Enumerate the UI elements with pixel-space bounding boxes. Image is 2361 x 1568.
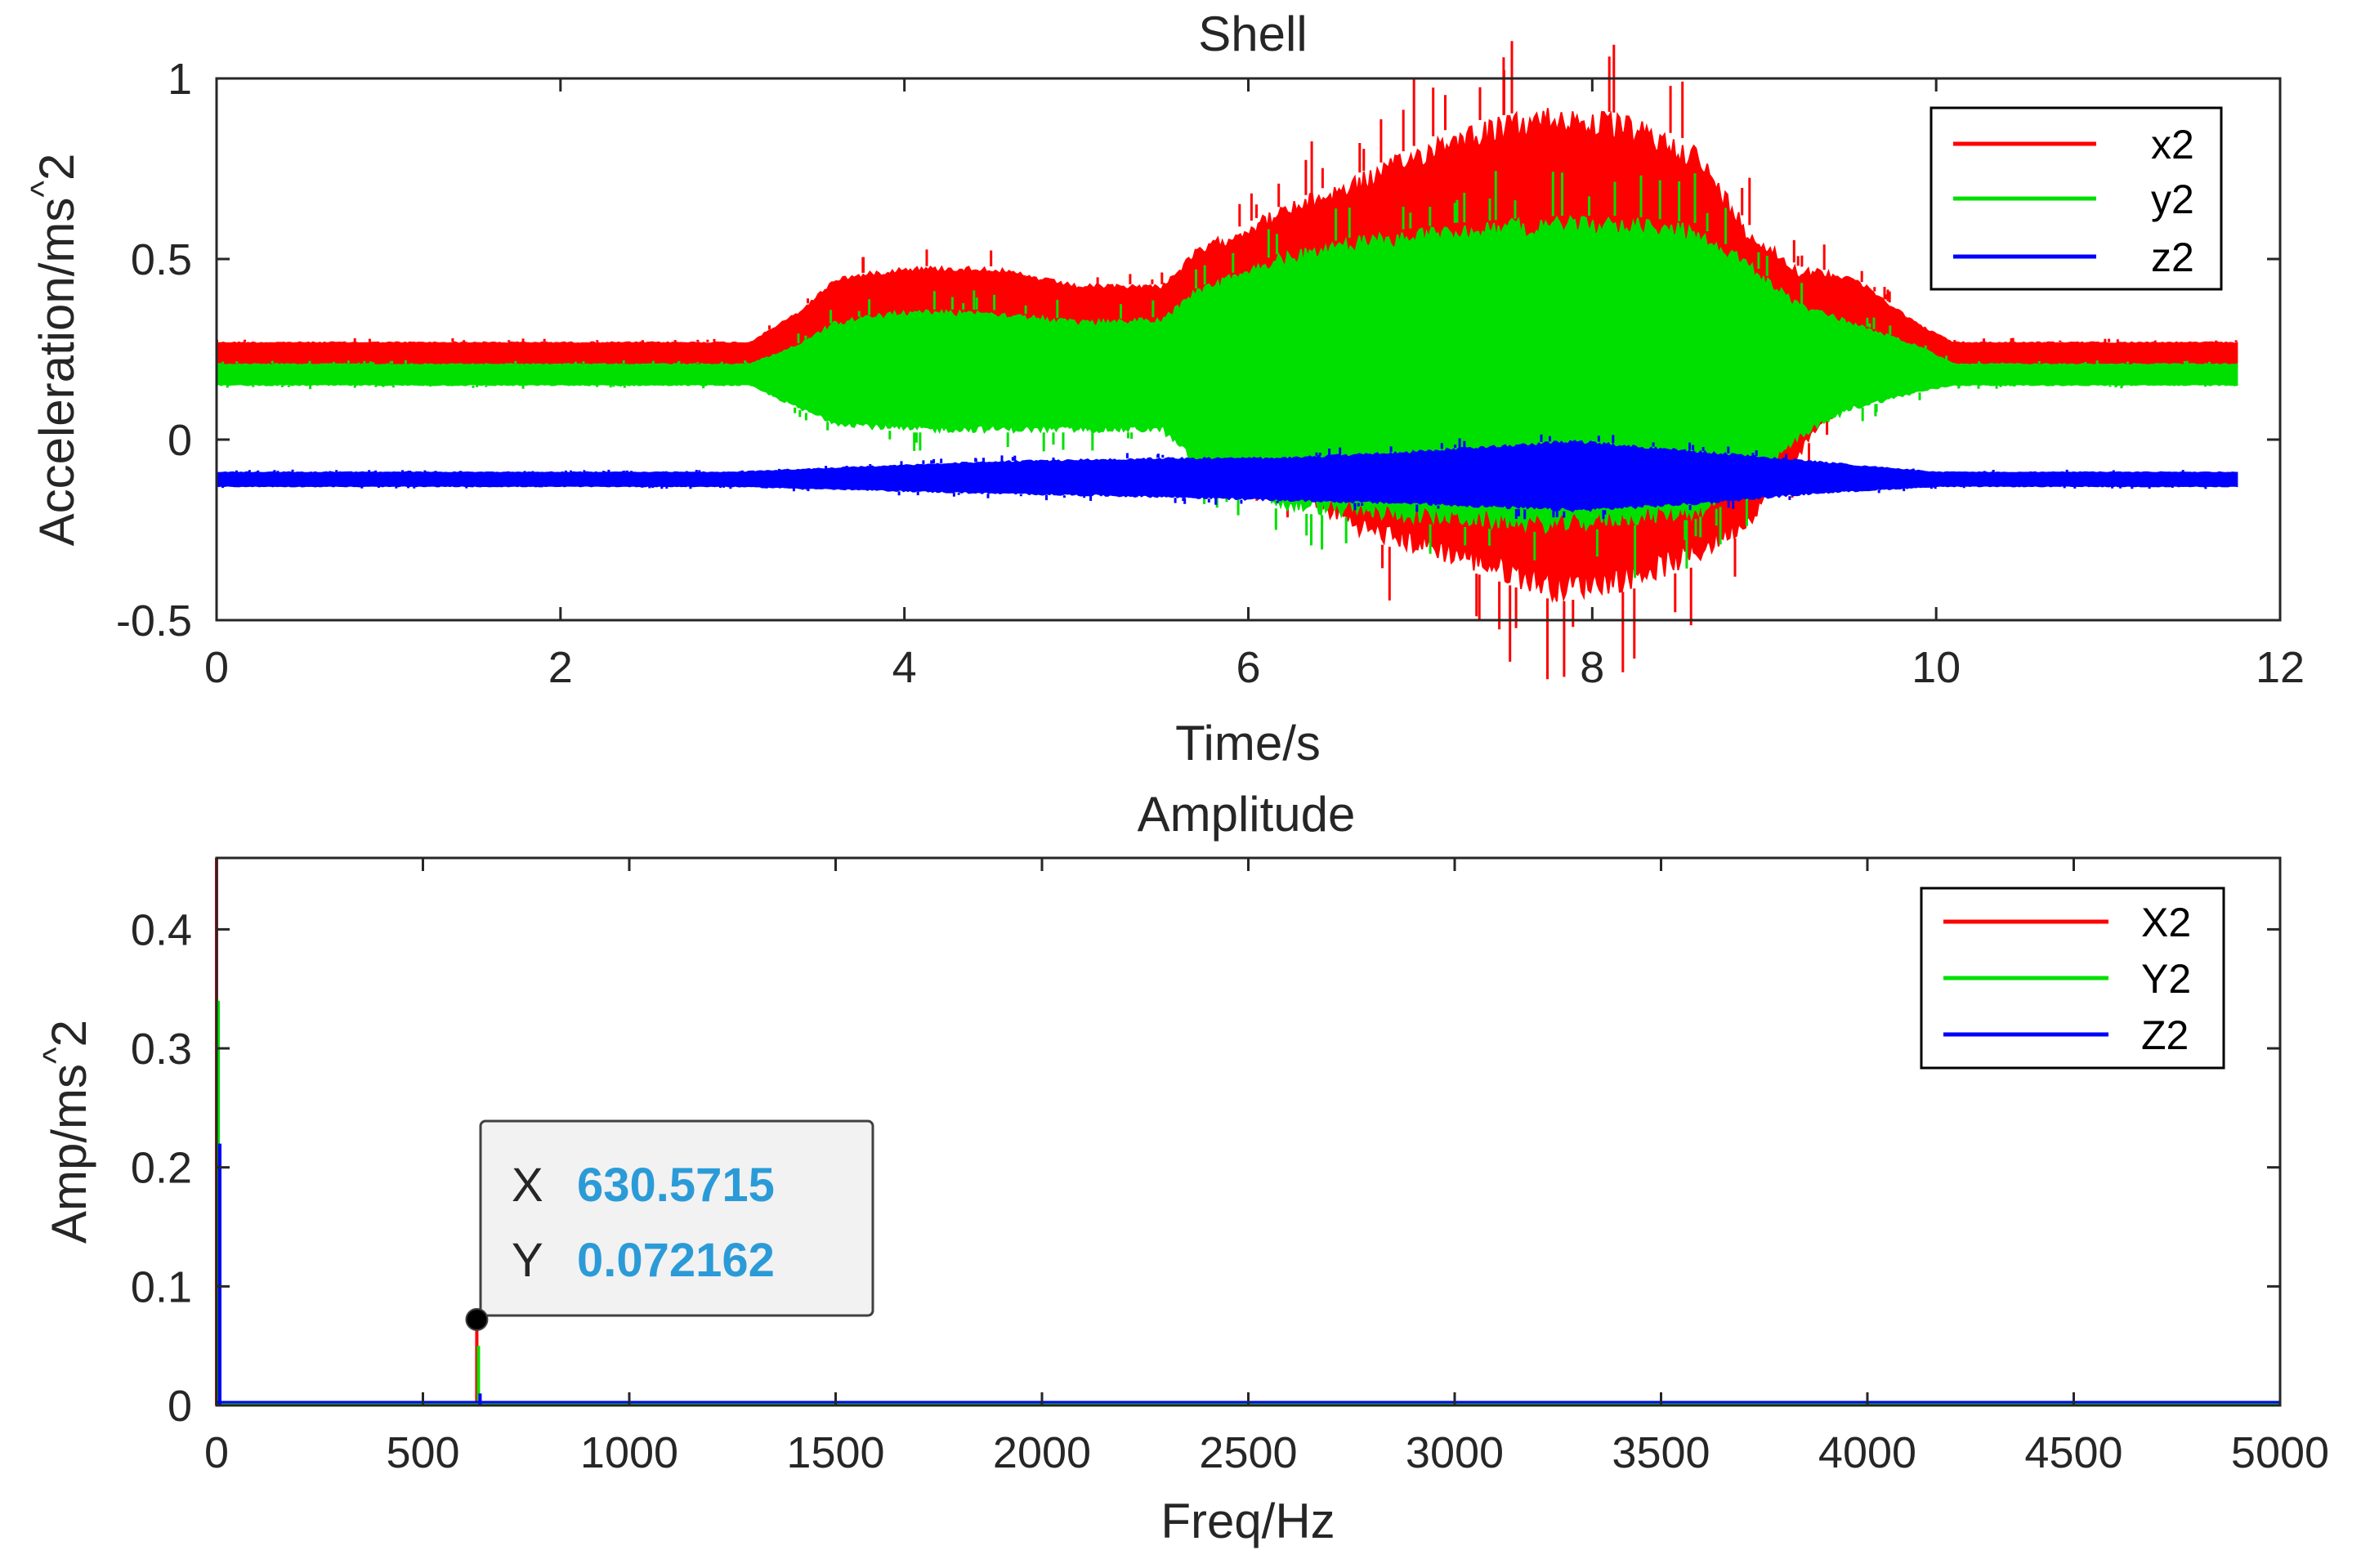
shell-xlabel: Time/s <box>1175 716 1321 771</box>
shell-xtick-label-0: 0 <box>204 643 229 692</box>
amplitude-xtick-label-10: 5000 <box>2231 1428 2329 1477</box>
amplitude-ytick-label-4: 0.4 <box>131 905 192 954</box>
shell-series-z2 <box>216 440 2238 513</box>
amplitude-xtick-label-0: 0 <box>204 1428 229 1477</box>
amplitude-xtick-label-4: 2000 <box>993 1428 1091 1477</box>
shell-xtick-label-3: 6 <box>1236 643 1260 692</box>
amplitude-ytick-label-1: 0.1 <box>131 1262 192 1311</box>
shell-legend-x2: x2 <box>2151 122 2194 168</box>
amplitude-xtick-label-8: 4000 <box>1818 1428 1916 1477</box>
datatip-y-value: 0.072162 <box>577 1234 775 1287</box>
shell-legend-z2: z2 <box>2151 235 2194 280</box>
shell-xtick-label-2: 4 <box>892 643 917 692</box>
shell-legend-y2: y2 <box>2151 176 2194 222</box>
amplitude-legend-z2: Z2 <box>2141 1012 2189 1058</box>
shell-xtick-label-1: 2 <box>548 643 573 692</box>
shell-series-z2-spikes <box>221 434 2207 520</box>
amplitude-xtick-label-9: 4500 <box>2024 1428 2122 1477</box>
amplitude-xtick-label-1: 500 <box>386 1428 459 1477</box>
shell-ytick-label-1: 0 <box>168 416 192 465</box>
amplitude-ticks: 0 500 1000 1500 2000 2500 3000 3500 4000 4500 5000… <box>131 858 2329 1477</box>
shell-xtick-label-5: 10 <box>1912 643 1961 692</box>
amplitude-ytick-label-0: 0 <box>168 1382 192 1431</box>
amplitude-xtick-label-3: 1500 <box>786 1428 884 1477</box>
shell-ytick-label-2: 0.5 <box>131 235 192 284</box>
amplitude-xlabel: Freq/Hz <box>1160 1494 1335 1548</box>
shell-ytick-label-0: -0.5 <box>116 596 192 646</box>
shell-xtick-label-4: 8 <box>1580 643 1604 692</box>
datatip[interactable]: X 630.5715 Y 0.072162 <box>465 1119 874 1331</box>
amplitude-legend: X2 Y2 Z2 <box>1920 887 2225 1070</box>
amplitude-ytick-label-2: 0.2 <box>131 1144 192 1193</box>
amplitude-xtick-label-6: 3000 <box>1406 1428 1504 1477</box>
shell-title: Shell <box>1198 7 1307 61</box>
amplitude-legend-y2: Y2 <box>2141 956 2191 1002</box>
shell-ticks: 0 2 4 6 8 10 12-0.500.51 <box>116 55 2305 692</box>
amplitude-axes: Amplitude 0 500 1000 1500 2000 2500 3000 3500 40… <box>36 787 2329 1548</box>
datatip-x-value: 630.5715 <box>577 1159 775 1212</box>
amplitude-title: Amplitude <box>1138 787 1356 842</box>
shell-xtick-label-6: 12 <box>2256 643 2305 692</box>
amplitude-xtick-label-7: 3500 <box>1612 1428 1710 1477</box>
amplitude-ytick-label-3: 0.3 <box>131 1025 192 1074</box>
amplitude-xtick-label-2: 1000 <box>580 1428 678 1477</box>
datatip-x-label: X <box>512 1159 543 1212</box>
shell-plot-area <box>216 41 2238 680</box>
shell-ytick-label-3: 1 <box>168 55 192 104</box>
datatip-marker[interactable] <box>465 1307 489 1331</box>
amplitude-ylabel: Amp/ms^2 <box>36 1020 96 1244</box>
shell-ylabel: Acceleration/ms^2 <box>24 154 84 547</box>
shell-legend: x2 y2 z2 <box>1929 106 2223 291</box>
shell-axes: Shell 0 2 4 6 8 10 12-0.500.51 Time/s Accelera… <box>24 7 2305 771</box>
datatip-y-label: Y <box>512 1234 543 1287</box>
datatip-box[interactable] <box>479 1119 874 1317</box>
amplitude-xtick-label-5: 2500 <box>1199 1428 1297 1477</box>
amplitude-legend-x2: X2 <box>2141 900 2191 945</box>
